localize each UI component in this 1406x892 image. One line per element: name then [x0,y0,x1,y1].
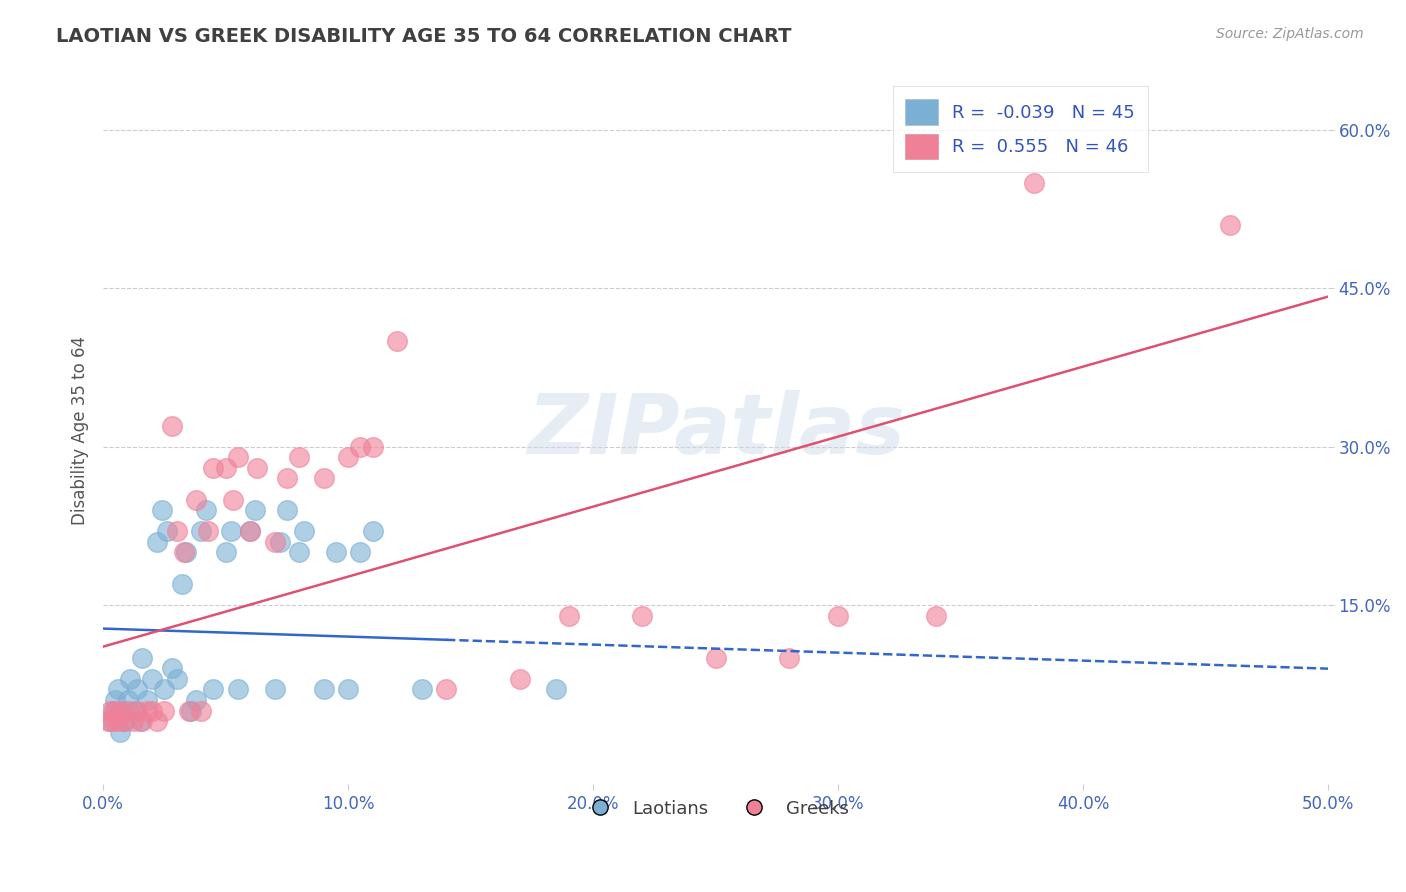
Point [557,608,579,623]
Point [214,461,236,475]
Point [101,714,124,728]
Point [288,450,311,465]
Point [778,650,800,665]
Point [146,534,169,549]
Point [173,545,195,559]
Point [226,450,249,465]
Point [246,461,269,475]
Point [312,682,335,697]
Point [176,545,198,559]
Point [263,534,285,549]
Point [127,682,149,697]
Point [361,524,384,538]
Point [226,682,249,697]
Point [166,524,188,538]
Point [150,503,173,517]
Point [101,704,124,718]
Point [160,661,183,675]
Point [111,704,134,718]
Point [202,461,225,475]
Point [385,334,408,349]
Point [186,693,208,707]
Point [276,503,298,517]
Point [186,492,208,507]
Point [411,682,433,697]
Point [337,682,360,697]
Point [243,503,266,517]
Point [1219,218,1241,232]
Legend: Laotians, Greeks: Laotians, Greeks [575,792,856,825]
Text: ZIPatlas: ZIPatlas [527,391,904,472]
Point [222,492,245,507]
Point [111,714,134,728]
Point [131,714,153,728]
Point [100,714,122,728]
Point [107,714,129,728]
Y-axis label: Disability Age 35 to 64: Disability Age 35 to 64 [72,336,89,525]
Point [546,682,568,697]
Point [269,534,291,549]
Point [127,704,149,718]
Point [136,704,159,718]
Point [153,704,176,718]
Point [170,577,193,591]
Point [704,650,727,665]
Point [120,672,142,686]
Point [146,714,169,728]
Point [128,714,150,728]
Point [153,682,176,697]
Point [349,545,371,559]
Text: LAOTIAN VS GREEK DISABILITY AGE 35 TO 64 CORRELATION CHART: LAOTIAN VS GREEK DISABILITY AGE 35 TO 64… [56,27,792,45]
Point [166,672,188,686]
Point [361,440,384,454]
Point [276,471,298,485]
Point [214,545,236,559]
Point [156,524,179,538]
Point [107,682,129,697]
Point [190,704,212,718]
Point [110,724,132,739]
Point [160,418,183,433]
Point [104,704,127,718]
Point [219,524,242,538]
Point [312,471,335,485]
Point [136,693,159,707]
Point [434,682,457,697]
Point [177,704,200,718]
Point [202,682,225,697]
Point [110,704,132,718]
Point [141,704,163,718]
Point [117,693,139,707]
Point [100,704,122,718]
Point [925,608,948,623]
Point [631,608,654,623]
Point [117,704,139,718]
Point [97,714,120,728]
Point [337,450,360,465]
Point [325,545,347,559]
Point [114,714,136,728]
Point [288,545,311,559]
Point [104,693,127,707]
Point [292,524,315,538]
Point [827,608,849,623]
Point [180,704,202,718]
Point [239,524,262,538]
Point [195,503,218,517]
Point [121,714,143,728]
Point [239,524,262,538]
Point [349,440,371,454]
Point [263,682,285,697]
Point [509,672,531,686]
Point [124,704,146,718]
Point [131,650,153,665]
Point [141,672,163,686]
Point [190,524,212,538]
Text: Source: ZipAtlas.com: Source: ZipAtlas.com [1216,27,1364,41]
Point [1022,176,1045,190]
Point [197,524,219,538]
